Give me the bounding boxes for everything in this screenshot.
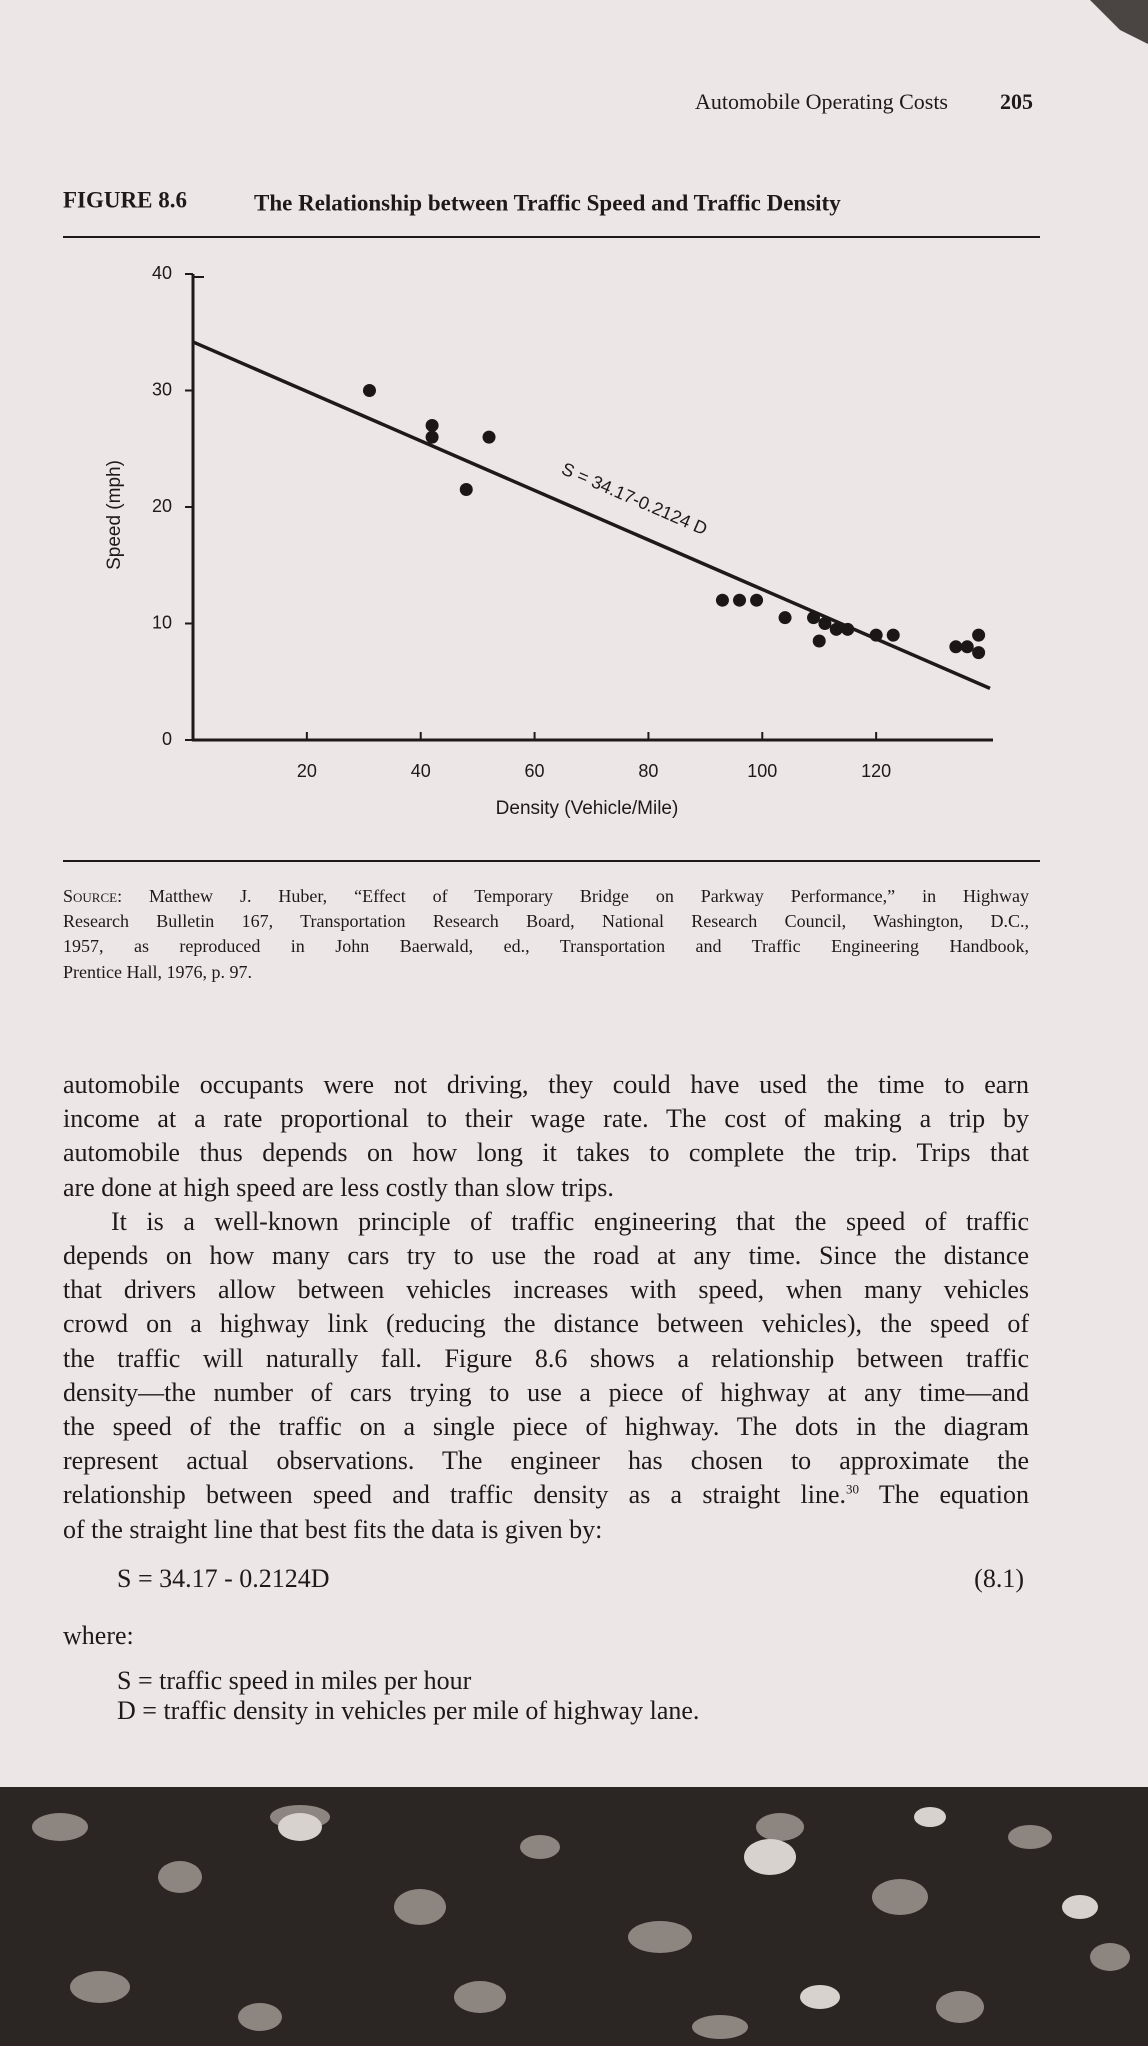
observation-dot (362, 384, 376, 397)
x-tick-label: 40 (411, 761, 431, 781)
y-tick-label: 40 (152, 263, 172, 283)
body-text: automobile occupants were not driving, t… (63, 1068, 1029, 1547)
definition: S = traffic speed in miles per hour (117, 1666, 472, 1695)
body-line: income at a rate proportional to their w… (63, 1104, 1029, 1134)
y-tick-label: 10 (152, 612, 172, 632)
where-label: where: (63, 1621, 134, 1650)
body-line: It is a well-known principle of traffic … (111, 1206, 1029, 1236)
source-text: Matthew J. Huber, “Effect of Temporary B… (149, 886, 1030, 906)
observation-dot (778, 611, 792, 625)
body-line: crowd on a highway link (reducing the di… (63, 1309, 1029, 1339)
body-line: density—the number of cars trying to use… (63, 1377, 1029, 1407)
footnote-marker: 30 (846, 1481, 860, 1497)
running-title: Automobile Operating Costs (695, 89, 948, 114)
photo-corner (1090, 0, 1148, 44)
y-tick-label: 20 (152, 496, 172, 516)
body-line: relationship between speed and traffic d… (63, 1478, 1029, 1512)
y-axis-label: Speed (mph) (104, 460, 125, 570)
x-tick-label: 80 (638, 761, 658, 781)
observation-dot (750, 593, 764, 607)
equation-number: (8.1) (974, 1564, 1024, 1593)
observation-dot (949, 640, 963, 654)
equation-annotation: S = 34.17-0.2124 D (559, 459, 711, 540)
background-floor (0, 1787, 1148, 2046)
observation-dot (715, 593, 729, 607)
observation-dot (972, 646, 986, 660)
source-label: Source: (63, 886, 123, 906)
body-line: of the straight line that best fits the … (63, 1514, 603, 1544)
body-line: depends on how many cars try to use the … (63, 1241, 1029, 1271)
observation-dot (886, 628, 900, 642)
body-line: that drivers allow between vehicles incr… (63, 1275, 1029, 1305)
x-tick-label: 20 (297, 761, 317, 781)
body-line: represent actual observations. The engin… (63, 1446, 1029, 1476)
source-line: Research Bulletin 167, Transportation Re… (63, 911, 1029, 932)
observation-dot (960, 640, 974, 654)
observation-dot (807, 611, 821, 625)
y-tick-label: 30 (152, 379, 172, 399)
observation-dot (841, 622, 855, 636)
observation-dot (812, 634, 826, 648)
observation-dot (482, 430, 496, 444)
source-line: Source: Matthew J. Huber, “Effect of Tem… (63, 884, 1029, 909)
observation-dot (425, 418, 439, 432)
page-number: 205 (1000, 89, 1033, 114)
observation-dot (869, 628, 883, 642)
figure-title: The Relationship between Traffic Speed a… (254, 190, 841, 215)
source-note: Source: Matthew J. Huber, “Effect of Tem… (63, 884, 1029, 985)
y-tick-label: 0 (162, 729, 172, 749)
observation-dot (972, 628, 986, 642)
observation-dot (829, 622, 843, 636)
body-line: automobile occupants were not driving, t… (63, 1070, 1029, 1099)
observation-dot (818, 617, 832, 630)
observation-dot (459, 483, 473, 497)
body-text-part: The equation (859, 1480, 1029, 1510)
x-tick-label: 120 (861, 761, 891, 781)
definition: D = traffic density in vehicles per mile… (117, 1696, 700, 1725)
x-tick-label: 100 (747, 761, 777, 781)
figure: Automobile Operating Costs 205 FIGURE 8.… (63, 0, 1148, 862)
fit-line (192, 340, 991, 690)
x-axis-label: Density (Vehicle/Mile) (496, 798, 679, 819)
source-line: 1957, as reproduced in John Baerwald, ed… (63, 936, 1029, 957)
body-line: the traffic will naturally fall. Figure … (63, 1343, 1029, 1373)
observation-dot (425, 430, 439, 444)
equation: S = 34.17 - 0.2124D (117, 1564, 330, 1593)
body-line: automobile thus depends on how long it t… (63, 1138, 1029, 1168)
body-line: the speed of the traffic on a single pie… (63, 1412, 1029, 1442)
source-line: Prentice Hall, 1976, p. 97. (63, 961, 252, 982)
body-line: are done at high speed are less costly t… (63, 1172, 614, 1202)
observation-dot (733, 593, 747, 607)
figure-label: FIGURE 8.6 (63, 187, 187, 212)
body-text-part: relationship between speed and traffic d… (63, 1480, 847, 1510)
x-tick-label: 60 (525, 761, 545, 781)
terrazzo-light-chips (278, 1807, 1098, 2009)
